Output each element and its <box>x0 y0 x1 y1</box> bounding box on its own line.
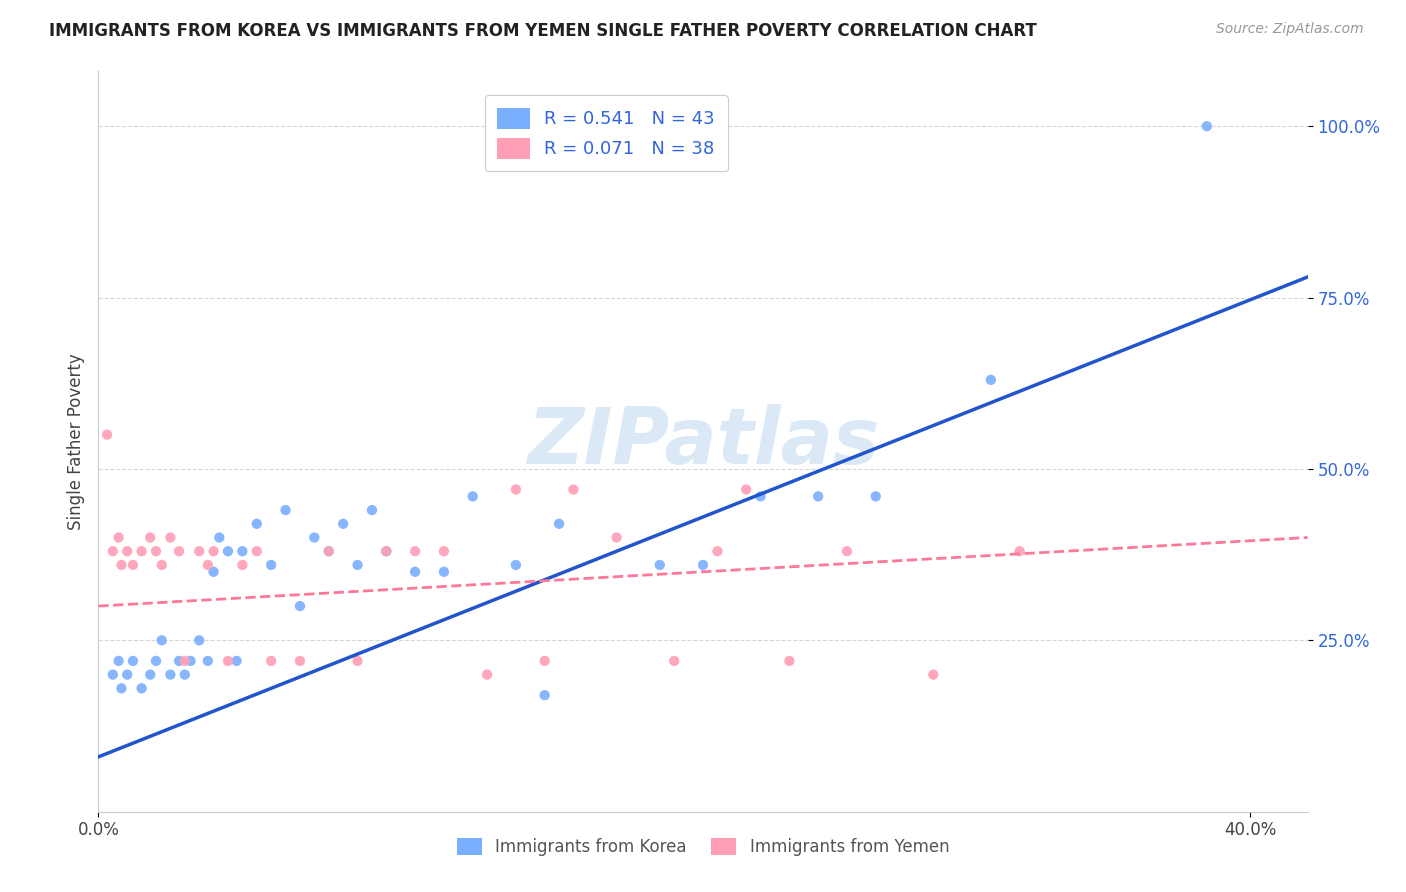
Point <box>131 544 153 558</box>
Point <box>475 667 498 681</box>
Point <box>131 681 153 696</box>
Point <box>246 516 269 531</box>
Text: ZIPatlas: ZIPatlas <box>527 403 879 480</box>
Point <box>122 654 145 668</box>
Point <box>188 633 211 648</box>
Point <box>197 654 219 668</box>
Point <box>139 667 162 681</box>
Point <box>404 565 426 579</box>
Point <box>167 654 190 668</box>
Point <box>180 654 202 668</box>
Point <box>533 688 555 702</box>
Point <box>332 516 354 531</box>
Point <box>150 558 173 572</box>
Point <box>692 558 714 572</box>
Point <box>225 654 247 668</box>
Point <box>231 544 253 558</box>
Point <box>288 599 311 613</box>
Point <box>346 654 368 668</box>
Text: IMMIGRANTS FROM KOREA VS IMMIGRANTS FROM YEMEN SINGLE FATHER POVERTY CORRELATION: IMMIGRANTS FROM KOREA VS IMMIGRANTS FROM… <box>49 22 1038 40</box>
Point <box>706 544 728 558</box>
Point <box>980 373 1002 387</box>
Point <box>404 544 426 558</box>
Point <box>159 531 181 545</box>
Point <box>274 503 297 517</box>
Point <box>505 483 527 497</box>
Point <box>246 544 269 558</box>
Point <box>139 531 162 545</box>
Point <box>865 489 887 503</box>
Point <box>505 558 527 572</box>
Point <box>807 489 830 503</box>
Point <box>749 489 772 503</box>
Point <box>197 558 219 572</box>
Point <box>173 667 195 681</box>
Point <box>304 531 326 545</box>
Point <box>110 681 132 696</box>
Point <box>217 654 239 668</box>
Point <box>145 654 167 668</box>
Point <box>461 489 484 503</box>
Point <box>150 633 173 648</box>
Point <box>173 654 195 668</box>
Point <box>664 654 686 668</box>
Point <box>217 544 239 558</box>
Point <box>115 667 138 681</box>
Point <box>188 544 211 558</box>
Point <box>318 544 340 558</box>
Point <box>433 544 456 558</box>
Point <box>922 667 945 681</box>
Point <box>606 531 628 545</box>
Point <box>1008 544 1031 558</box>
Point <box>110 558 132 572</box>
Point <box>159 667 181 681</box>
Point <box>231 558 253 572</box>
Point <box>288 654 311 668</box>
Point <box>208 531 231 545</box>
Point <box>346 558 368 572</box>
Point <box>260 654 283 668</box>
Point <box>648 558 671 572</box>
Point <box>167 544 190 558</box>
Point <box>375 544 398 558</box>
Point <box>122 558 145 572</box>
Point <box>735 483 758 497</box>
Point <box>778 654 800 668</box>
Point <box>562 483 585 497</box>
Point <box>318 544 340 558</box>
Point <box>548 516 571 531</box>
Point <box>260 558 283 572</box>
Point <box>375 544 398 558</box>
Point <box>835 544 858 558</box>
Point <box>101 544 124 558</box>
Point <box>107 654 129 668</box>
Text: Source: ZipAtlas.com: Source: ZipAtlas.com <box>1216 22 1364 37</box>
Point <box>202 544 225 558</box>
Point <box>145 544 167 558</box>
Point <box>107 531 129 545</box>
Point <box>361 503 384 517</box>
Y-axis label: Single Father Poverty: Single Father Poverty <box>66 353 84 530</box>
Point <box>533 654 555 668</box>
Point <box>202 565 225 579</box>
Point <box>115 544 138 558</box>
Point <box>101 667 124 681</box>
Legend: Immigrants from Korea, Immigrants from Yemen: Immigrants from Korea, Immigrants from Y… <box>450 831 956 863</box>
Point <box>433 565 456 579</box>
Point <box>1195 119 1218 133</box>
Point <box>96 427 118 442</box>
